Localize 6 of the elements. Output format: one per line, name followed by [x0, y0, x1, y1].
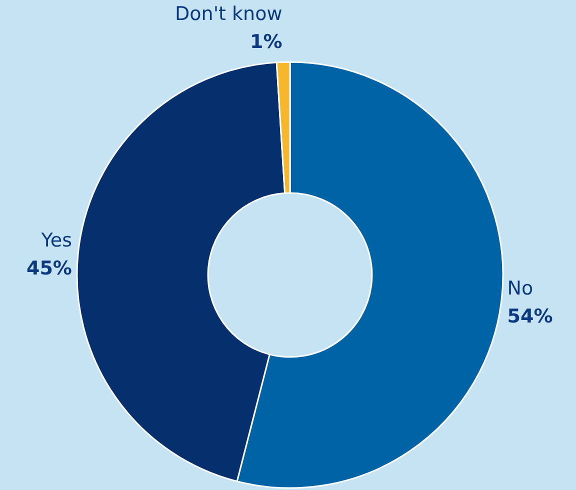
slice-label: No [507, 277, 534, 300]
slice-label: Yes [40, 229, 72, 252]
data-label: 1% [250, 31, 282, 54]
data-label: 45% [26, 257, 72, 280]
data-label: 54% [507, 305, 553, 328]
slice-label: Don't know [175, 3, 282, 26]
